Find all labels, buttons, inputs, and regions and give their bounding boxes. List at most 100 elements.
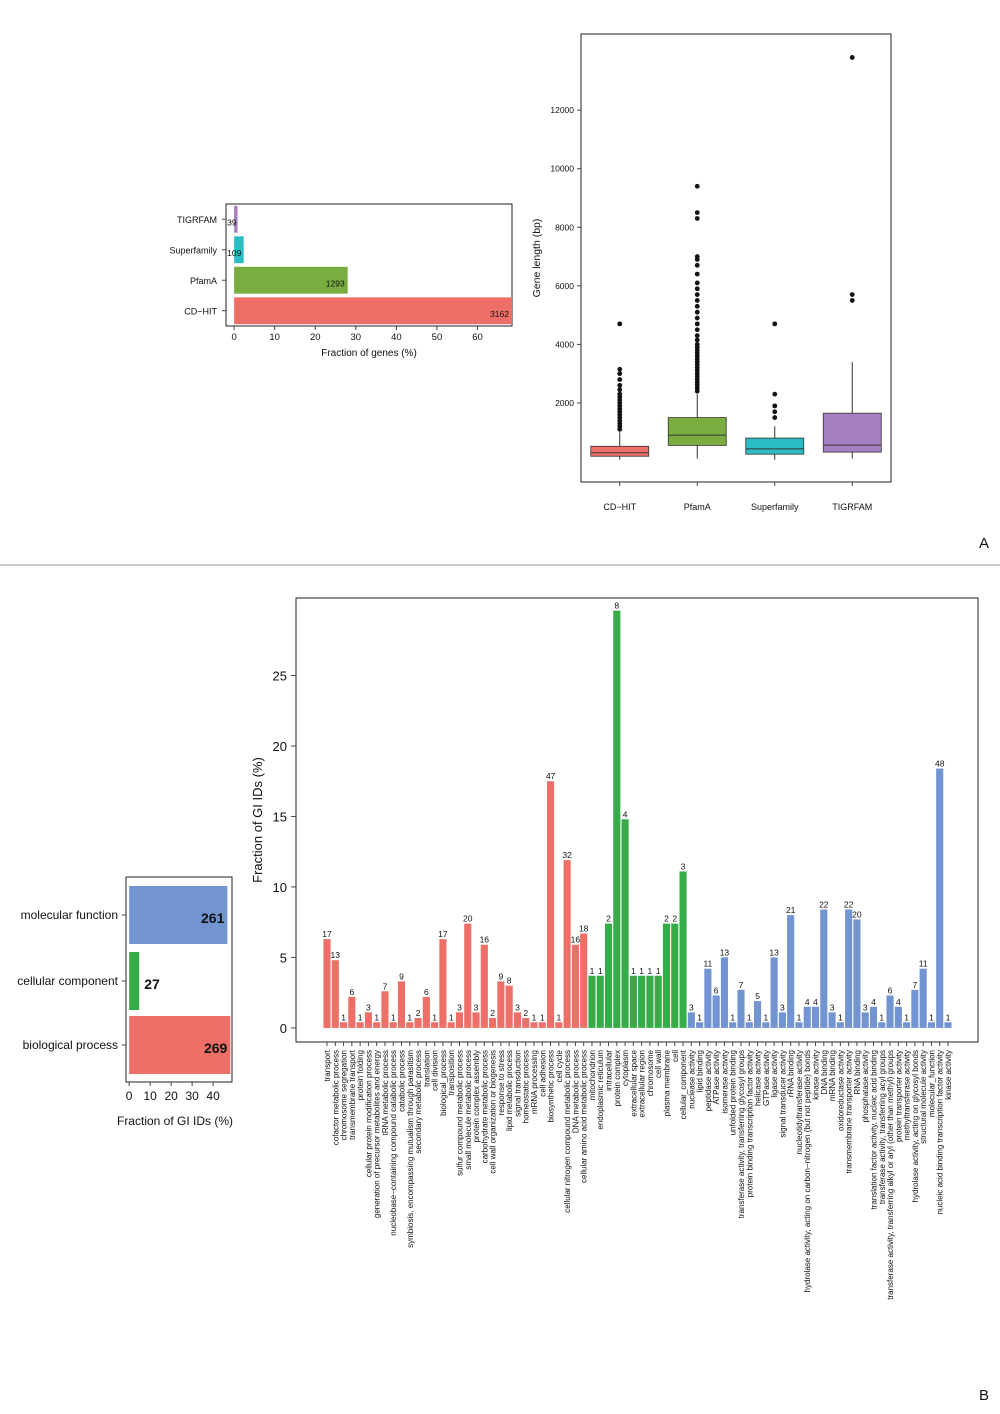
bar [836, 1022, 844, 1028]
data-label: 3 [830, 1002, 835, 1012]
category-label: TIGRFAM [177, 215, 217, 225]
box [822, 412, 882, 453]
data-label: 1 [648, 966, 653, 976]
category-label: cellular component [17, 974, 118, 988]
category-label: Superfamily [169, 245, 217, 255]
category-label: chromosome [646, 1049, 655, 1096]
outlier-point [772, 391, 778, 397]
category-label: cellular amino acid metabolic process [580, 1050, 589, 1183]
box [667, 417, 727, 446]
category-label: methyltransferase activity [903, 1050, 912, 1140]
tick-label: 50 [432, 332, 443, 343]
outlier-point [694, 298, 700, 303]
data-label: 1 [904, 1012, 909, 1022]
bar [331, 960, 339, 1028]
bar [129, 886, 228, 944]
category-label: nuclease activity [687, 1050, 696, 1109]
outlier-point [694, 327, 700, 333]
category-label: ligase activity [770, 1050, 779, 1098]
category-label: plasma membrane [662, 1049, 671, 1116]
bar [662, 923, 671, 1028]
bar [878, 1022, 886, 1028]
x-axis-label: Fraction of GI IDs (%) [117, 1114, 233, 1128]
category-label: transmembrane transport [348, 1049, 357, 1140]
bar [944, 1022, 952, 1028]
bar [861, 1012, 869, 1028]
tick-label: 30 [351, 332, 362, 343]
bar [356, 1022, 364, 1028]
outlier-point [694, 280, 700, 286]
category-label: transferase activity, transferring glyco… [737, 1050, 746, 1218]
category-label: biological process [23, 1038, 118, 1052]
bar [654, 975, 662, 1028]
bar [373, 1022, 381, 1028]
outlier-point [617, 377, 623, 382]
panel-label-b: B [979, 1387, 989, 1404]
category-label: transport [323, 1049, 332, 1081]
category-label: rRNA binding [787, 1050, 796, 1097]
category-label: unfolded protein binding [729, 1050, 738, 1135]
outlier-point [617, 321, 623, 327]
data-label: 8 [507, 976, 512, 986]
tick-label: 10 [269, 332, 280, 343]
tick-label: 6000 [555, 281, 574, 291]
bar [563, 860, 571, 1028]
bar [671, 923, 679, 1028]
bar [588, 975, 596, 1028]
category-label: endoplasmic reticulum [596, 1050, 605, 1130]
data-label: 11 [703, 959, 712, 969]
bar [687, 1012, 695, 1028]
bar [787, 915, 795, 1028]
data-label: 3 [457, 1002, 462, 1012]
category-label: protein folding [356, 1050, 365, 1100]
bar [431, 1022, 439, 1028]
category-label: sulfur compound metabolic process [455, 1050, 464, 1176]
bar [339, 1022, 348, 1028]
bar [629, 975, 637, 1028]
data-label: 39 [227, 217, 237, 227]
bar [439, 939, 447, 1028]
data-label: 2 [606, 914, 611, 924]
category-label: helicase activity [754, 1050, 763, 1106]
category-label: chromosome segregation [340, 1050, 349, 1140]
category-label: signal transducer activity [778, 1050, 787, 1138]
bar [753, 1001, 762, 1028]
category-label: biosynthetic process [547, 1050, 556, 1122]
bar [455, 1012, 464, 1028]
data-label: 3 [474, 1002, 479, 1012]
outlier-point [694, 183, 700, 189]
data-label: 22 [819, 900, 829, 910]
data-label: 32 [562, 850, 572, 860]
data-label: 17 [438, 929, 448, 939]
bar [497, 981, 505, 1028]
category-label: oxidoreductase activity [836, 1050, 845, 1131]
data-label: 18 [579, 923, 589, 933]
category-label: mRNA processing [530, 1050, 539, 1114]
data-label: 1 [449, 1012, 454, 1022]
bar [129, 952, 140, 1010]
outlier-point [617, 371, 623, 377]
bar [505, 985, 513, 1028]
bar [828, 1012, 836, 1028]
category-label: protein complex assembly [472, 1050, 481, 1142]
outlier-point [694, 254, 700, 259]
bar [234, 205, 238, 233]
data-label: 2 [672, 914, 677, 924]
outlier-point [694, 271, 700, 277]
category-label: PfamA [684, 502, 711, 512]
data-label: 1 [797, 1012, 802, 1022]
data-label: 3 [689, 1002, 694, 1012]
outlier-point [772, 321, 778, 327]
box [590, 445, 650, 457]
bar [886, 995, 894, 1028]
data-label: 1 [341, 1012, 346, 1022]
bar [894, 1006, 902, 1028]
bar [811, 1006, 820, 1028]
data-label: 4 [623, 809, 628, 819]
category-label: cellular_component [679, 1049, 688, 1119]
data-label: 1 [747, 1012, 752, 1022]
category-label: cofactor metabolic process [331, 1050, 340, 1145]
data-label: 6 [349, 987, 354, 997]
data-label: 9 [399, 971, 404, 981]
bar [234, 236, 244, 264]
